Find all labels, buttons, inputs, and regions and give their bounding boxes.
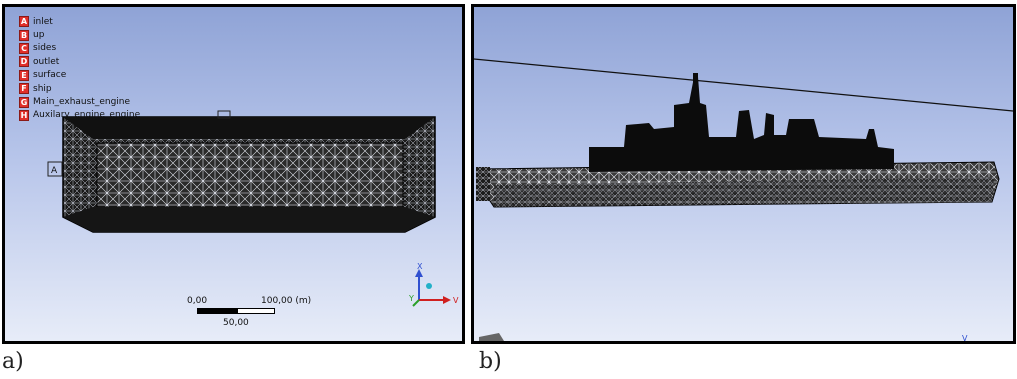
legend-key-badge: C <box>19 42 29 54</box>
scale-bar-dark <box>197 308 237 314</box>
legend-label: surface <box>33 70 67 81</box>
legend-label: Main_exhaust_engine <box>33 97 131 108</box>
figure-label-b: b) <box>479 349 502 374</box>
mesh-domain-box: A X Y V <box>47 110 459 307</box>
legend-key-badge: H <box>19 109 29 121</box>
axis-y-label: Y <box>408 294 414 303</box>
triad-mark-b: V <box>962 334 968 341</box>
legend-key-badge: B <box>19 29 29 41</box>
legend-item: H Auxilary_engine_engine <box>19 109 140 122</box>
legend-label: inlet <box>33 16 53 27</box>
axis-triad: X Y V <box>408 262 459 307</box>
ship-mesh: V <box>474 58 1013 341</box>
axis-x-label: X <box>417 262 423 271</box>
figure-label-a: a) <box>2 349 24 374</box>
scale-bar-light <box>237 308 275 314</box>
scale-bar: 0,00 100,00 (m) 50,00 <box>185 296 311 336</box>
box-marker-label: A <box>51 166 58 176</box>
legend-label: Auxilary_engine_engine <box>33 110 141 121</box>
legend-label: ship <box>33 83 52 94</box>
legend-item: G Main_exhaust_engine <box>19 95 140 108</box>
scale-end: 100,00 (m) <box>261 296 312 306</box>
legend-label: outlet <box>33 56 60 67</box>
scale-mid: 50,00 <box>223 318 249 328</box>
legend-key-badge: E <box>19 69 29 81</box>
scale-start: 0,00 <box>187 296 208 306</box>
axis-v-label: V <box>453 296 459 305</box>
box-marker-frame <box>47 161 63 177</box>
legend-key-badge: D <box>19 56 29 68</box>
legend-label: up <box>33 30 45 41</box>
legend-key-badge: G <box>19 96 29 108</box>
legend-key-badge: F <box>19 83 29 95</box>
legend-label: sides <box>33 43 57 54</box>
viewport-b[interactable]: V <box>471 4 1016 344</box>
legend-key-badge: A <box>19 16 29 28</box>
